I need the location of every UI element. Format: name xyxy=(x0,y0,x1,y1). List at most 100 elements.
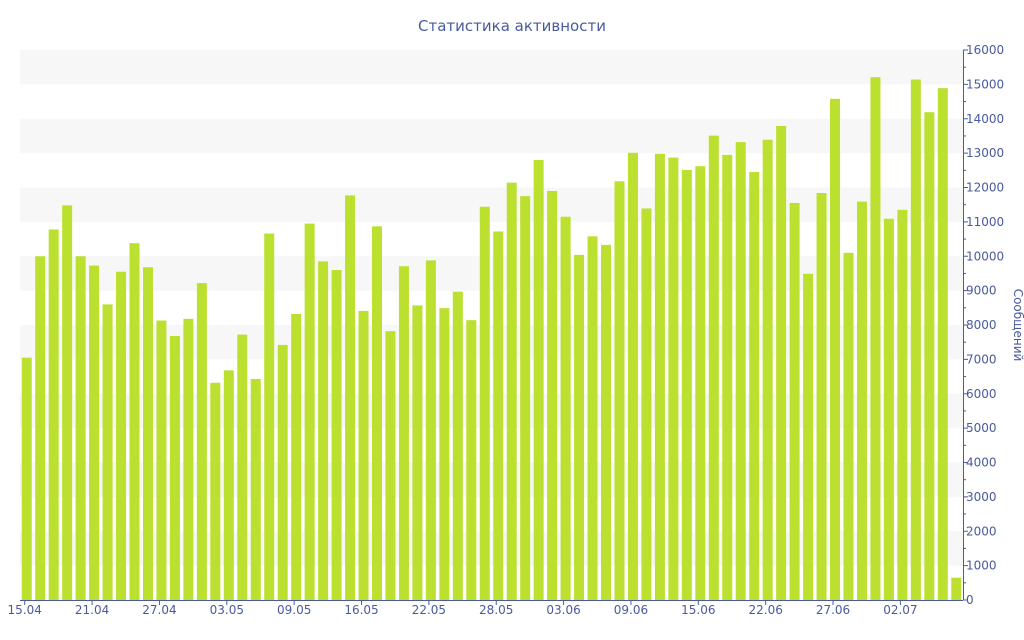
bar xyxy=(479,206,490,600)
bar xyxy=(385,331,396,600)
x-tick-label: 15.04 xyxy=(8,603,42,617)
bar xyxy=(695,166,706,600)
bar xyxy=(250,378,261,600)
bar xyxy=(318,261,329,600)
bar xyxy=(668,157,679,600)
bar xyxy=(398,266,409,600)
bar xyxy=(21,357,32,600)
grid-band xyxy=(20,118,963,154)
bar xyxy=(843,252,854,600)
x-tick-label: 21.04 xyxy=(75,603,109,617)
bar xyxy=(304,223,315,600)
bar xyxy=(102,304,113,600)
bar xyxy=(641,208,652,600)
bar xyxy=(735,142,746,600)
chart-title: Статистика активности xyxy=(418,17,606,35)
x-tick-label: 27.06 xyxy=(816,603,850,617)
y-tick-label: 1000 xyxy=(966,559,997,573)
bar xyxy=(237,334,248,600)
y-tick-label: 5000 xyxy=(966,421,997,435)
bars xyxy=(21,77,962,600)
bar xyxy=(533,160,544,600)
bar xyxy=(48,229,59,600)
bar xyxy=(560,216,571,600)
bar xyxy=(331,270,342,600)
y-tick-label: 9000 xyxy=(966,284,997,298)
bar xyxy=(35,256,46,600)
bar xyxy=(910,79,921,600)
bar xyxy=(776,125,787,600)
bar xyxy=(210,382,221,600)
x-tick-label: 27.04 xyxy=(142,603,176,617)
x-tick-label: 03.06 xyxy=(546,603,580,617)
bar xyxy=(681,169,692,600)
bar xyxy=(506,182,517,600)
y-tick-label: 14000 xyxy=(966,112,1004,126)
y-tick-label: 11000 xyxy=(966,215,1004,229)
bar xyxy=(345,195,356,600)
x-tick-label: 15.06 xyxy=(681,603,715,617)
x-tick-label: 09.06 xyxy=(614,603,648,617)
x-tick-label: 22.05 xyxy=(412,603,446,617)
y-tick-label: 7000 xyxy=(966,352,997,366)
y-tick-label: 4000 xyxy=(966,456,997,470)
x-tick-label: 02.07 xyxy=(883,603,917,617)
bar xyxy=(439,308,450,600)
x-tick-label: 16.05 xyxy=(344,603,378,617)
bar xyxy=(897,209,908,600)
y-tick-label: 3000 xyxy=(966,490,997,504)
bar xyxy=(277,344,288,600)
bar xyxy=(452,291,463,600)
y-tick-label: 12000 xyxy=(966,181,1004,195)
x-tick-label: 22.06 xyxy=(748,603,782,617)
bar xyxy=(951,577,962,600)
y-tick-label: 2000 xyxy=(966,524,997,538)
y-tick-label: 13000 xyxy=(966,146,1004,160)
bar xyxy=(412,305,423,600)
bar xyxy=(789,202,800,600)
bar xyxy=(169,336,180,600)
bar xyxy=(264,233,275,600)
bar xyxy=(870,77,881,600)
bar xyxy=(196,283,207,600)
bar xyxy=(654,153,665,600)
bar xyxy=(466,320,477,600)
y-tick-label: 8000 xyxy=(966,318,997,332)
grid-band xyxy=(20,187,963,222)
y-tick-label: 15000 xyxy=(966,77,1004,91)
bar xyxy=(803,273,814,600)
bar xyxy=(142,267,153,600)
x-axis: 15.04 21.04 27.04 03.05 09.05 16.05 22.05 28.05… xyxy=(8,600,963,617)
bar xyxy=(937,88,948,600)
bar xyxy=(627,152,638,600)
bar xyxy=(291,314,302,600)
y-tick-label: 6000 xyxy=(966,387,997,401)
x-tick-label: 09.05 xyxy=(277,603,311,617)
bar xyxy=(614,181,625,600)
x-tick-label: 03.05 xyxy=(210,603,244,617)
bar xyxy=(75,256,86,600)
bar xyxy=(62,205,73,600)
grid-band xyxy=(20,50,963,85)
bar xyxy=(587,236,598,600)
bar xyxy=(924,112,935,600)
bar xyxy=(762,139,773,600)
bar xyxy=(708,135,719,600)
bar xyxy=(574,254,585,600)
bar xyxy=(601,244,612,600)
bar xyxy=(830,98,841,600)
bar xyxy=(183,318,194,600)
bar xyxy=(129,243,140,600)
bar xyxy=(116,271,127,600)
bar xyxy=(358,310,369,600)
y-axis-title: Сообщений xyxy=(1011,289,1024,362)
bar xyxy=(425,260,436,600)
bar xyxy=(493,231,504,600)
y-tick-label: 0 xyxy=(966,593,974,607)
y-tick-label: 16000 xyxy=(966,43,1004,57)
bar xyxy=(749,172,760,600)
bar xyxy=(223,370,234,600)
bar xyxy=(722,154,733,600)
bar xyxy=(856,201,867,600)
